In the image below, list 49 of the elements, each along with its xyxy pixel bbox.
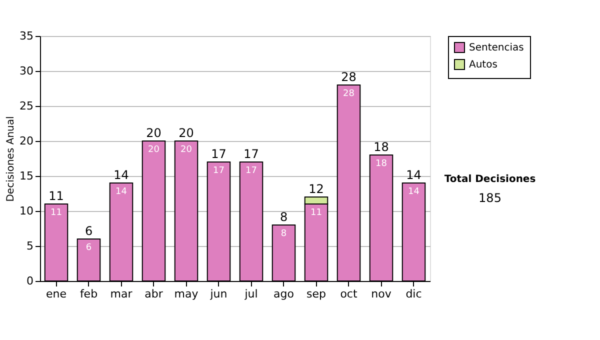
x-tick-label: feb	[80, 288, 98, 300]
text: Total Decisiones	[444, 174, 536, 185]
data-label: 11	[50, 208, 62, 218]
data-label: 17	[246, 166, 257, 176]
y-tick-label: 10	[20, 204, 34, 218]
x-tick-label: may	[174, 288, 199, 300]
data-label: 20	[180, 145, 192, 155]
data-label: 18	[376, 159, 388, 169]
y-axis-title: Decisiones Anual	[6, 116, 17, 202]
x-tick-label: jun	[209, 288, 228, 300]
data-label: 6	[86, 243, 92, 253]
x-tick-label: mar	[110, 288, 133, 300]
data-label: 11	[310, 208, 322, 218]
total-label: 6	[84, 224, 93, 238]
x-tick-label: sep	[306, 288, 326, 300]
x-tick-label: nov	[371, 288, 392, 300]
data-label: 14	[408, 187, 420, 197]
x-tick-label: abr	[144, 288, 164, 300]
text: 185	[478, 191, 502, 205]
total-label: 14	[114, 168, 129, 182]
total-label: 20	[178, 126, 194, 140]
data-label: 28	[343, 89, 355, 99]
data-label: 20	[148, 145, 160, 155]
x-tick-label: dic	[406, 288, 422, 300]
legend-label: Sentencias	[469, 42, 524, 54]
data-label: 17	[213, 166, 224, 176]
total-label: 18	[374, 140, 389, 154]
y-tick-label: 5	[26, 240, 34, 252]
y-tick-label: 20	[20, 134, 34, 148]
x-tick-label: ago	[274, 288, 294, 300]
y-tick-label: 15	[20, 170, 34, 182]
total-label: 11	[48, 189, 64, 203]
data-label: 14	[116, 187, 128, 197]
data-label: 8	[280, 229, 287, 239]
total-label: 17	[211, 147, 226, 161]
x-tick-label: jul	[244, 288, 258, 300]
y-tick-label: 25	[20, 100, 34, 112]
y-tick-label: 30	[20, 64, 34, 78]
total-label: 12	[308, 182, 324, 196]
total-label: 28	[341, 70, 356, 84]
y-tick-label: 35	[20, 30, 34, 42]
total-label: 20	[146, 126, 162, 140]
total-label: 14	[406, 168, 422, 182]
y-tick-label: 0	[26, 274, 34, 288]
total-label: 8	[280, 210, 288, 224]
total-label: 17	[244, 147, 259, 161]
legend-label: Autos	[469, 60, 498, 70]
x-tick-label: ene	[46, 288, 67, 300]
x-tick-label: oct	[340, 288, 358, 300]
